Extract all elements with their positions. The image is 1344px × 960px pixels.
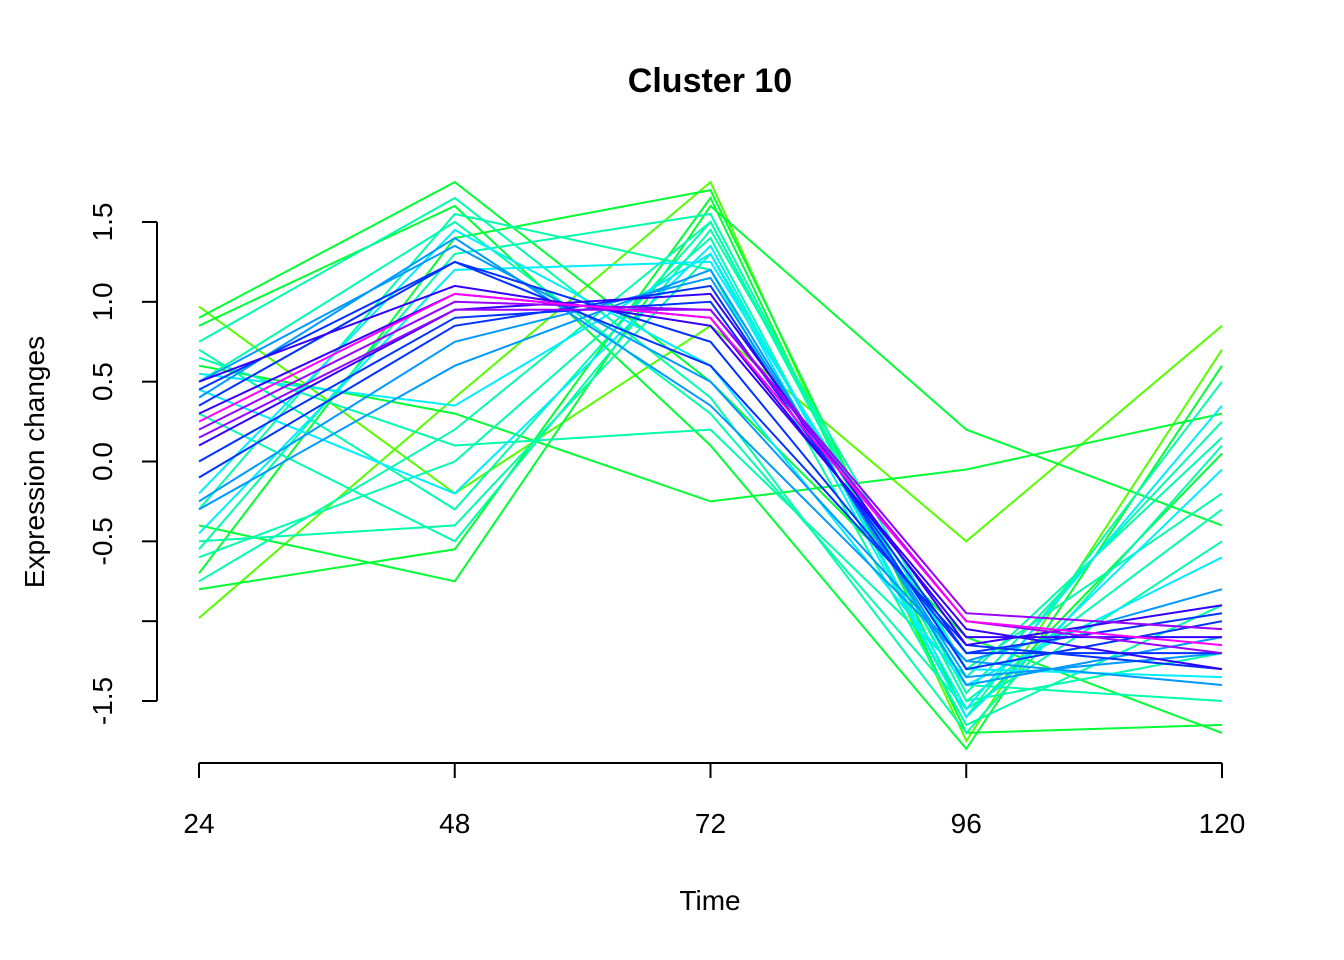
y-tick-label: -1.5 xyxy=(87,677,118,725)
series-layer xyxy=(198,180,1223,751)
series-line-27 xyxy=(198,260,1223,671)
y-tick-label: 1.5 xyxy=(87,203,118,242)
x-tick-label: 48 xyxy=(439,808,470,839)
series-line-29 xyxy=(198,260,1222,655)
x-tick-label: 96 xyxy=(951,808,982,839)
series-line-10 xyxy=(198,236,1223,719)
x-tick-label: 120 xyxy=(1199,808,1246,839)
series-line-15 xyxy=(198,228,1223,671)
y-axis: -1.5 -0.5 0.0 0.5 1.0 1.5 xyxy=(87,203,158,725)
chart-title: Cluster 10 xyxy=(628,62,792,100)
series-line-7 xyxy=(198,364,1223,503)
y-axis-label: Expression changes xyxy=(19,336,50,588)
x-axis-label: Time xyxy=(679,885,740,916)
x-tick-label: 24 xyxy=(183,808,214,839)
x-axis: 24 48 72 96 120 xyxy=(183,762,1246,839)
series-line-35 xyxy=(198,308,1223,631)
series-line-6 xyxy=(198,196,1223,734)
y-tick-label: 1.0 xyxy=(87,282,118,321)
y-tick-label: 0.0 xyxy=(87,442,118,481)
y-tick-label: 0.5 xyxy=(87,362,118,401)
series-line-16 xyxy=(198,212,1223,727)
x-tick-label: 72 xyxy=(695,808,726,839)
series-line-14 xyxy=(198,220,1223,695)
series-line-36 xyxy=(198,292,1223,647)
series-line-34 xyxy=(198,300,1223,655)
series-line-26 xyxy=(198,276,1223,679)
series-line-31 xyxy=(198,284,1223,671)
series-line-30 xyxy=(198,300,1223,655)
series-line-19 xyxy=(198,244,1223,711)
series-line-32 xyxy=(198,292,1223,647)
y-tick-label: -0.5 xyxy=(87,517,118,565)
series-line-22 xyxy=(198,260,1223,679)
series-line-17 xyxy=(198,356,1223,679)
series-line-2 xyxy=(198,180,1223,743)
